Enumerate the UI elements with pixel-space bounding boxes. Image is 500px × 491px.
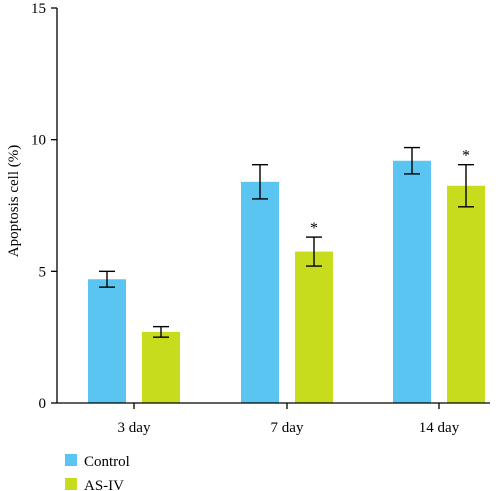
significance-marker: * [462,148,470,165]
legend-label-as-iv: AS-IV [84,478,124,491]
bar-control [88,279,126,403]
y-axis-ticks: 0 5 10 15 [31,1,57,412]
x-tick-label: 7 day [271,420,304,436]
legend-swatch-control [65,454,77,466]
error-bars-group [99,146,474,338]
bar-control [393,160,431,403]
annotations-group: ** [310,148,470,237]
legend-label-control: Control [84,454,130,470]
y-tick-label: 10 [31,133,46,149]
y-tick-label: 5 [39,264,47,280]
significance-marker: * [310,220,318,237]
bars-group [88,160,485,403]
bar-as-iv [142,331,180,403]
y-tick-label: 15 [31,1,46,17]
y-axis-title: Apoptosis cell (%) [6,145,22,257]
legend-swatch-as-iv [65,478,77,490]
bar-as-iv [447,185,485,403]
x-tick-label: 14 day [419,420,460,436]
bar-as-iv [295,251,333,403]
y-tick-label: 0 [39,396,47,412]
bar-control [241,181,279,403]
x-axis-ticks: 3 day 7 day 14 day [118,403,460,436]
x-tick-label: 3 day [118,420,151,436]
legend: Control AS-IV [65,454,130,491]
